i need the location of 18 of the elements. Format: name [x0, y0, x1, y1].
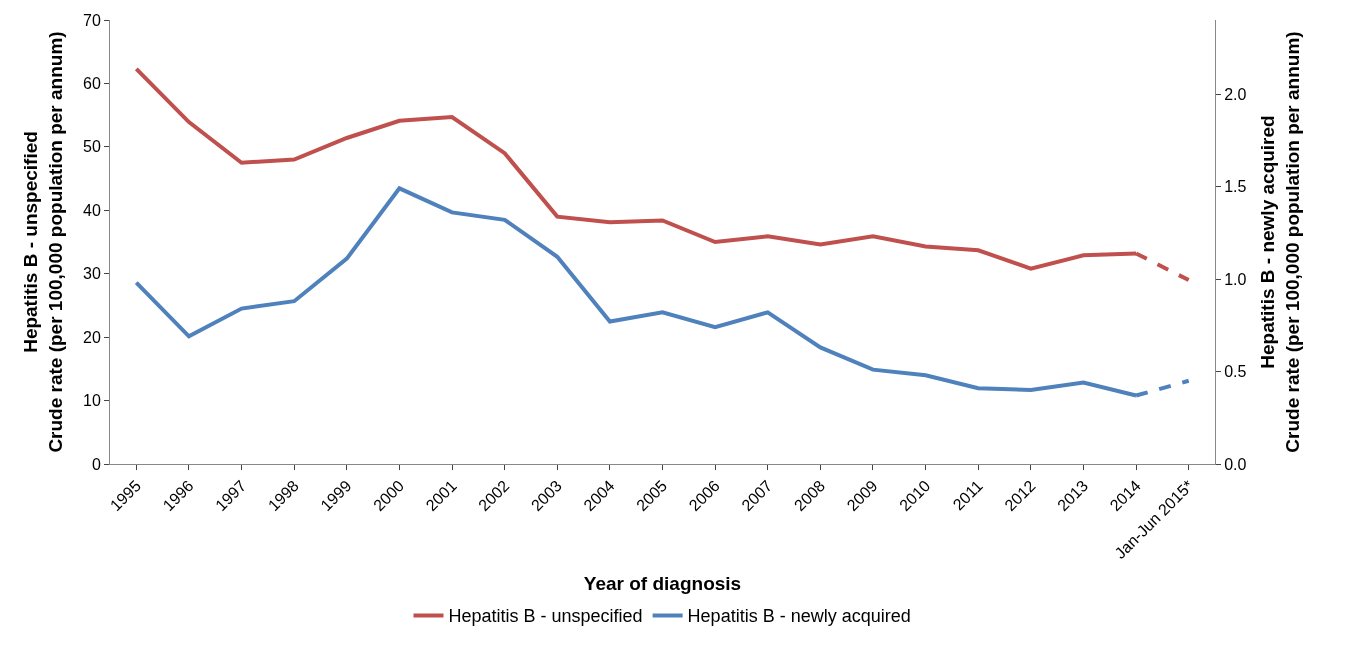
y-axis-title: Hepatitis B - unspecified Crude rate (per 100,000 population per annum) — [20, 31, 66, 453]
x-axis-title: Year of diagnosis — [583, 572, 742, 594]
y-tick-label: 40 — [83, 201, 101, 219]
y2-tick-label: 2.0 — [1224, 85, 1247, 103]
y2-tick-label: 1.0 — [1224, 270, 1247, 288]
y-tick-label: 10 — [83, 392, 101, 410]
y2-axis-title: Hepatitis B - newly acquired Crude rate (per 100,000 population per annum) — [1257, 31, 1304, 453]
y-tick-label: 70 — [83, 11, 101, 29]
y2-tick-label: 1.5 — [1224, 178, 1247, 196]
y2-tick-label: 0.5 — [1224, 363, 1247, 381]
legend-label: Hepatitis B - newly acquired — [687, 606, 911, 627]
y-tick-label: 0 — [91, 455, 101, 473]
legend-label: Hepatitis B - unspecified — [448, 606, 643, 627]
y2-tick-label: 0.0 — [1224, 455, 1247, 473]
y-tick-label: 50 — [83, 138, 101, 156]
y-tick-label: 60 — [83, 75, 101, 93]
y-tick-label: 20 — [83, 328, 101, 346]
y-tick-label: 30 — [83, 265, 101, 283]
